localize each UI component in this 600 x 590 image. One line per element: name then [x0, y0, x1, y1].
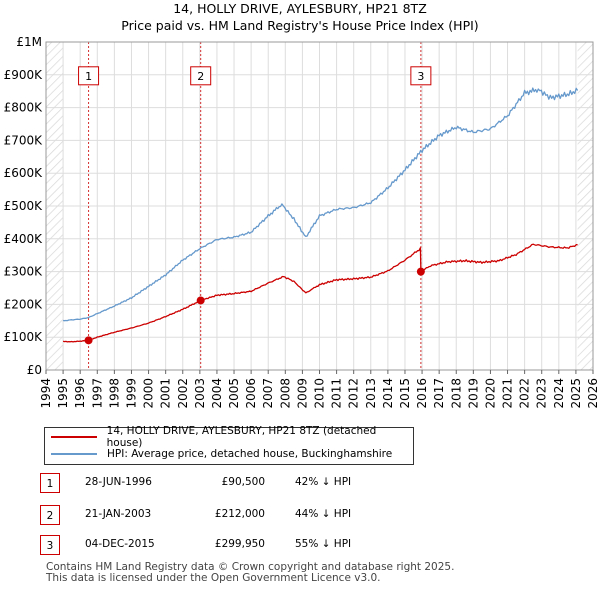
y-tick-label: £400K	[4, 232, 44, 246]
sale-hpi-diff: 44% ↓ HPI	[295, 508, 352, 520]
x-tick-label: 2020	[483, 378, 497, 409]
x-tick-label: 2022	[518, 378, 532, 409]
chart-title: 14, HOLLY DRIVE, AYLESBURY, HP21 8TZ	[173, 1, 427, 16]
x-tick-label: 2025	[569, 378, 583, 409]
price-chart: 1 2 3 £0 £100K £200K £300K £400K £500K £600K £700…	[4, 35, 600, 409]
x-tick-label: 1997	[90, 378, 104, 409]
sale-label-frame	[78, 66, 100, 86]
y-tick-label: £500K	[4, 199, 44, 213]
y-tick-label: £0	[27, 363, 42, 377]
legend-item-hpi: HPI: Average price, detached house, Buck…	[45, 446, 392, 462]
x-tick-label: 2010	[313, 378, 327, 409]
footer-copyright: Contains HM Land Registry data © Crown c…	[46, 561, 455, 573]
x-tick-label: 2017	[432, 378, 446, 409]
y-tick-label: £900K	[4, 68, 44, 82]
x-tick-label: 2004	[210, 378, 224, 409]
x-tick-label: 2000	[142, 378, 156, 409]
sale-price: £212,000	[214, 508, 265, 520]
x-tick-label: 2012	[347, 378, 361, 409]
x-tick-label: 2001	[159, 378, 173, 409]
sale-number-badge: 3	[40, 535, 60, 555]
x-tick-label: 2018	[449, 378, 463, 409]
sale-point-marker	[84, 336, 93, 345]
legend-label-hpi: HPI: Average price, detached house, Buck…	[107, 448, 393, 460]
x-tick-label: 2008	[278, 378, 292, 409]
y-tick-label: £800K	[4, 101, 44, 115]
sale-point-marker	[196, 296, 205, 305]
x-tick-label: 2006	[244, 378, 258, 409]
x-tick-label: 2019	[466, 378, 480, 409]
x-tick-label: 1999	[124, 378, 138, 409]
x-tick-label: 2015	[398, 378, 412, 409]
y-tick-label: £600K	[4, 166, 44, 180]
y-tick-label: £200K	[4, 297, 44, 311]
x-tick-label: 2016	[415, 378, 429, 409]
sale-date: 04-DEC-2015	[85, 538, 155, 550]
legend: 14, HOLLY DRIVE, AYLESBURY, HP21 8TZ (de…	[44, 425, 414, 465]
sale-number-badge: 2	[40, 505, 60, 525]
x-tick-label: 2013	[364, 378, 378, 409]
sale-date: 21-JAN-2003	[85, 508, 152, 520]
x-tick-label: 2023	[535, 378, 549, 409]
sale-label-number: 1	[85, 70, 92, 83]
x-tick-label: 2021	[501, 378, 515, 409]
legend-line-property	[51, 436, 97, 438]
x-tick-label: 2009	[295, 378, 309, 409]
x-tick-label: 2002	[176, 378, 190, 409]
x-tick-label: 2026	[586, 378, 600, 409]
x-tick-label: 1995	[56, 378, 70, 409]
sale-label-frame	[190, 66, 212, 86]
sale-label-frame	[410, 66, 432, 86]
x-tick-label: 2011	[330, 378, 344, 409]
y-tick-label: £300K	[4, 265, 44, 279]
legend-line-hpi	[51, 453, 97, 455]
y-tick-label: £1M	[16, 35, 42, 49]
x-tick-label: 2003	[193, 378, 207, 409]
sale-label-box: 3	[410, 66, 432, 86]
chart-subtitle: Price paid vs. HM Land Registry's House …	[121, 18, 479, 33]
x-tick-label: 2024	[552, 378, 566, 409]
sale-label-number: 3	[417, 70, 424, 83]
x-tick-label: 1994	[39, 378, 53, 409]
x-tick-label: 1996	[73, 378, 87, 409]
sale-label-box: 1	[78, 66, 100, 86]
sale-price: £299,950	[214, 538, 265, 550]
x-tick-label: 2014	[381, 378, 395, 409]
legend-item-property: 14, HOLLY DRIVE, AYLESBURY, HP21 8TZ (de…	[45, 425, 413, 449]
sale-hpi-diff: 42% ↓ HPI	[295, 476, 352, 488]
legend-label-property: 14, HOLLY DRIVE, AYLESBURY, HP21 8TZ (de…	[106, 425, 377, 449]
sale-label-number: 2	[197, 70, 204, 83]
sale-label-box: 2	[190, 66, 212, 86]
sale-price: £90,500	[221, 476, 265, 488]
property-price-line	[62, 243, 578, 343]
sale-number-badge: 1	[40, 473, 60, 493]
footer-licence: This data is licensed under the Open Gov…	[46, 572, 381, 584]
y-tick-label: £100K	[4, 330, 44, 344]
y-tick-label: £700K	[4, 133, 44, 147]
x-tick-label: 1998	[107, 378, 121, 409]
sale-date: 28-JUN-1996	[85, 476, 152, 488]
sale-hpi-diff: 55% ↓ HPI	[295, 538, 352, 550]
hpi-line	[63, 87, 579, 322]
x-tick-label: 2007	[261, 378, 275, 409]
x-tick-label: 2005	[227, 378, 241, 409]
sale-point-marker	[416, 267, 425, 276]
